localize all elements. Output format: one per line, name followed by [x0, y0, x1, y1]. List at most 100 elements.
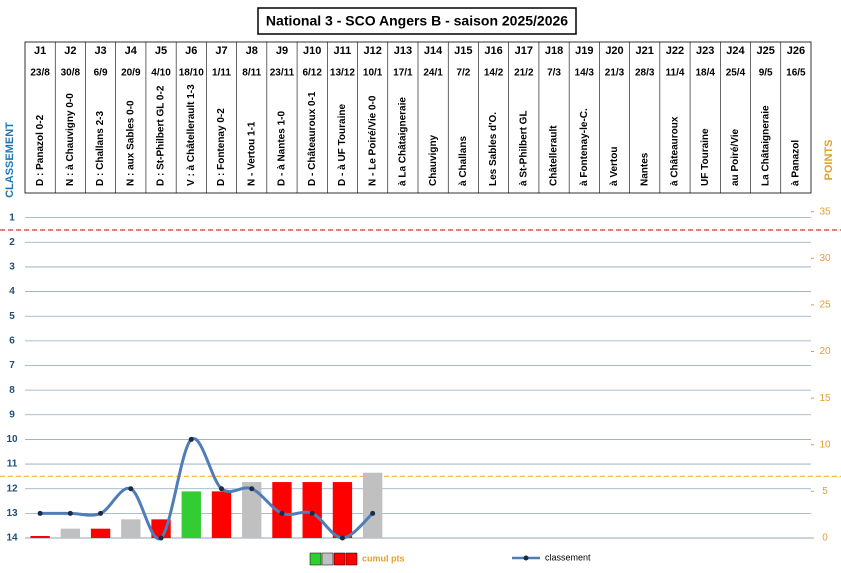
date-label: 11/4 — [666, 68, 685, 79]
bar — [90, 528, 111, 538]
y-tick-label: 13 — [6, 508, 18, 519]
round-label: J24 — [726, 45, 745, 57]
rank-point — [219, 486, 224, 492]
round-label: J14 — [424, 45, 443, 57]
date-label: 28/3 — [635, 68, 655, 79]
rank-point — [188, 436, 194, 442]
date-label: 7/3 — [547, 68, 561, 79]
round-label: J15 — [454, 45, 472, 57]
match-label: à La Châtaigneraie — [398, 97, 409, 186]
match-label: à Challans — [458, 136, 469, 186]
date-label: 17/1 — [393, 68, 413, 79]
y-tick-label: 12 — [6, 483, 18, 494]
date-label: 23/11 — [270, 68, 295, 79]
legend-swatch — [309, 552, 322, 566]
date-label: 21/2 — [514, 68, 534, 79]
date-label: 21/3 — [605, 68, 625, 79]
y2-tick-label: 30 — [819, 253, 831, 264]
round-label: J4 — [125, 45, 138, 57]
y2-tick-label: 35 — [819, 206, 831, 217]
date-label: 30/8 — [61, 68, 81, 79]
y2-tick-label: 5 — [822, 486, 828, 497]
round-label: J5 — [155, 45, 167, 57]
match-label: N - Le Poiré/Vie 0-0 — [367, 95, 378, 186]
legend-label: cumul pts — [362, 553, 405, 563]
bar — [242, 482, 262, 538]
rank-point — [370, 510, 376, 516]
date-label: 6/12 — [302, 68, 322, 79]
y-tick-label: 5 — [9, 311, 15, 322]
y-tick-label: 1 — [9, 212, 15, 223]
match-label: au Poiré/Vie — [730, 128, 741, 186]
rank-point — [37, 510, 43, 516]
round-label: J2 — [64, 45, 76, 57]
y2-tick-label: 25 — [819, 300, 831, 311]
match-label: D - Châteauroux 0-1 — [307, 91, 318, 186]
y-tick-label: 2 — [9, 237, 15, 248]
legend-label: classement — [545, 552, 591, 562]
rank-point — [309, 510, 315, 516]
rank-point — [339, 535, 345, 541]
legend-swatch — [345, 552, 358, 566]
rank-point — [279, 510, 285, 516]
y-tick-label: 4 — [9, 286, 15, 297]
legend-swatch — [321, 552, 334, 566]
match-label: à St-Philbert GL — [518, 110, 529, 186]
date-label: 9/5 — [759, 68, 773, 79]
match-label: D : Challans 2-3 — [95, 111, 106, 186]
date-label: 4/10 — [151, 68, 171, 79]
match-label: N : à Chauvigny 0-0 — [65, 93, 76, 186]
round-label: J8 — [246, 45, 258, 57]
y-tick-label: 8 — [9, 385, 15, 396]
date-label: 25/4 — [726, 68, 746, 79]
date-label: 24/1 — [423, 68, 443, 79]
title-box — [257, 7, 577, 35]
date-label: 16/5 — [786, 68, 806, 79]
legend-marker — [523, 555, 529, 561]
date-label: 20/9 — [121, 68, 141, 79]
date-label: 6/9 — [94, 68, 108, 79]
round-label: J20 — [605, 45, 623, 57]
date-label: 1/11 — [212, 68, 231, 79]
round-label: J23 — [696, 45, 714, 57]
round-label: J3 — [94, 45, 106, 57]
round-label: J1 — [34, 45, 46, 57]
bar — [272, 482, 292, 538]
rank-point — [98, 510, 104, 516]
round-label: J12 — [363, 45, 381, 57]
match-label: D : Panazol 0-2 — [35, 114, 46, 186]
y-tick-label: 3 — [9, 262, 15, 273]
match-label: N : aux Sables 0-0 — [125, 100, 136, 186]
bar — [60, 528, 81, 538]
match-label: UF Touraine — [700, 128, 711, 186]
y-tick-label: 7 — [9, 360, 15, 371]
match-label: D - à UF Touraine — [337, 104, 348, 186]
match-label: à Châteauroux — [670, 116, 681, 186]
match-label: N - Vertou 1-1 — [246, 121, 257, 186]
bar — [181, 491, 201, 538]
bar — [332, 482, 353, 538]
round-label: J26 — [787, 45, 805, 57]
date-label: 14/3 — [575, 68, 595, 79]
match-label: D - à Nantes 1-0 — [277, 111, 288, 186]
match-label: Les Sables d'O. — [488, 112, 499, 186]
match-label: V : à Châtellerault 1-3 — [186, 84, 197, 186]
y-tick-label: 11 — [7, 459, 18, 470]
match-label: à Fontenay-le-C. — [579, 108, 590, 186]
match-label: D : Fontenay 0-2 — [216, 108, 227, 186]
round-label: J17 — [515, 45, 533, 57]
round-label: J7 — [215, 45, 227, 57]
round-label: J9 — [276, 45, 288, 57]
y-tick-label: 6 — [9, 335, 15, 346]
round-label: J13 — [394, 45, 412, 57]
round-label: J16 — [484, 45, 502, 57]
date-label: 23/8 — [30, 68, 50, 79]
date-label: 14/2 — [484, 68, 504, 79]
y-tick-label: 14 — [6, 533, 18, 544]
date-label: 13/12 — [330, 68, 355, 79]
round-label: J18 — [545, 45, 563, 57]
round-label: J25 — [756, 45, 774, 57]
round-label: J21 — [636, 45, 654, 57]
round-label: J6 — [185, 45, 197, 57]
